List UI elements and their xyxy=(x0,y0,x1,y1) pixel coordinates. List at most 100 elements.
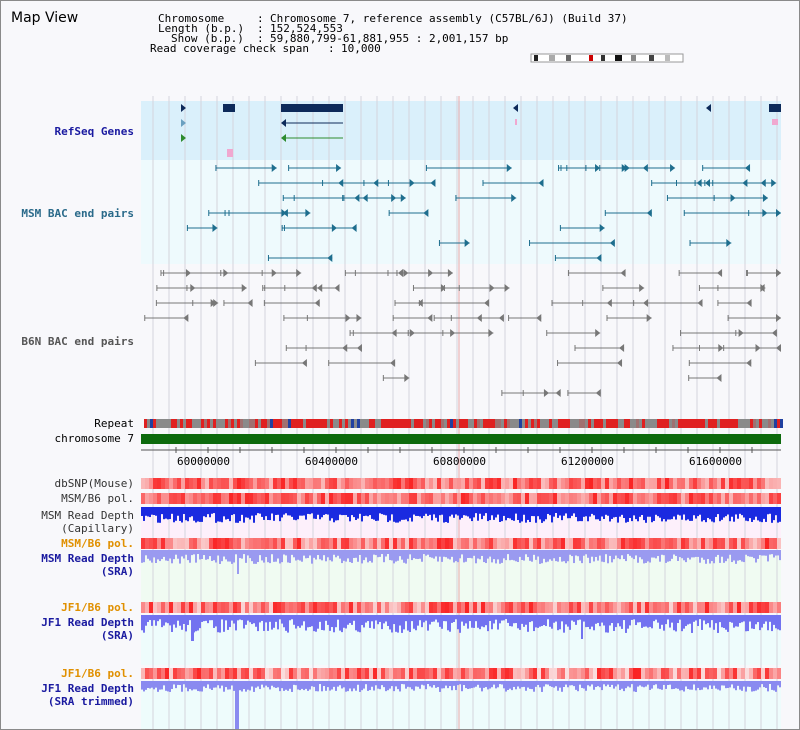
repeat-segment xyxy=(372,419,375,428)
msm-depth-sra-bar xyxy=(589,550,591,564)
jf1-depth-sra-bar xyxy=(777,615,779,630)
jf1-depth-sra-bar xyxy=(477,615,479,628)
msm-pol-heat xyxy=(505,493,509,504)
jf1-depth-trimmed-bar xyxy=(611,681,613,685)
msm-depth-cap-bar xyxy=(619,507,621,517)
msm-depth-cap-bar xyxy=(329,507,331,521)
msm-pol-heat xyxy=(777,493,781,504)
jf1-pol-heat xyxy=(513,668,517,679)
msm-pol-heat xyxy=(465,538,469,549)
jf1-depth-trimmed-bar xyxy=(651,681,653,689)
msm-depth-cap-bar xyxy=(247,507,249,518)
msm-pol-heat xyxy=(705,538,709,549)
dbsnp-heat xyxy=(621,478,625,489)
repeat-segment xyxy=(726,419,729,428)
jf1-depth-trimmed-bar xyxy=(571,681,573,686)
dbsnp-heat xyxy=(349,478,353,489)
msm-depth-cap-bar xyxy=(579,507,581,522)
jf1-pol-heat xyxy=(305,668,309,679)
msm-depth-sra-bar xyxy=(441,550,443,562)
msm-depth-cap-bar xyxy=(727,507,729,515)
msm-depth-sra-bar xyxy=(285,550,287,556)
ideogram-band xyxy=(601,55,605,61)
repeat-segment xyxy=(564,419,567,428)
track-label-refseq[interactable]: RefSeq Genes xyxy=(54,125,134,138)
dbsnp-heat xyxy=(701,478,705,489)
repeat-segment xyxy=(621,419,624,428)
repeat-segment xyxy=(288,419,291,428)
msm-pol-heat xyxy=(493,538,497,549)
msm-pol-heat xyxy=(377,493,381,504)
jf1-depth-sra-bar xyxy=(181,615,183,630)
msm-pol-heat xyxy=(493,493,497,504)
msm-pol-heat xyxy=(289,493,293,504)
jf1-depth-trimmed-bar xyxy=(311,681,313,687)
msm-depth-cap-bar xyxy=(625,507,627,523)
jf1-depth-trimmed-bar xyxy=(727,681,729,688)
msm-pol-heat xyxy=(181,493,185,504)
jf1-pol-heat xyxy=(593,602,597,613)
msm-depth-sra-bar xyxy=(431,550,433,558)
msm-depth-cap-bar xyxy=(559,507,561,516)
jf1-pol-heat xyxy=(529,602,533,613)
msm-depth-cap-bar xyxy=(241,507,243,515)
jf1-depth-trimmed-bar xyxy=(633,681,635,692)
repeat-segment xyxy=(630,419,633,428)
jf1-depth-sra-bar xyxy=(775,615,777,629)
msm-depth-sra-bar xyxy=(645,550,647,563)
repeat-segment xyxy=(279,419,282,428)
track-label-msm-bac[interactable]: MSM BAC end pairs xyxy=(21,207,134,220)
repeat-segment xyxy=(264,419,267,428)
msm-depth-sra-bar xyxy=(583,550,585,556)
msm-pol-heat xyxy=(565,538,569,549)
msm-depth-sra-bar xyxy=(425,550,427,556)
msm-depth-sra-bar xyxy=(335,550,337,558)
msm-depth-cap-bar xyxy=(557,507,559,518)
jf1-depth-sra-bar xyxy=(591,615,593,627)
jf1-pol-heat xyxy=(757,668,761,679)
jf1-depth-trimmed-bar xyxy=(769,681,771,685)
msm-pol-heat xyxy=(613,538,617,549)
dbsnp-heat xyxy=(217,478,221,489)
msm-depth-cap-bar xyxy=(725,507,727,517)
dbsnp-heat xyxy=(341,478,345,489)
jf1-pol-heat xyxy=(433,602,437,613)
msm-pol-heat xyxy=(581,538,585,549)
jf1-pol-heat xyxy=(197,602,201,613)
msm-pol-heat xyxy=(401,493,405,504)
msm-depth-sra-bar xyxy=(557,550,559,562)
jf1-depth-sra-bar xyxy=(221,615,223,620)
jf1-pol-heat xyxy=(705,602,709,613)
dbsnp-heat xyxy=(265,478,269,489)
msm-pol-heat xyxy=(769,493,773,504)
msm-depth-sra-bar xyxy=(559,550,561,557)
repeat-segment xyxy=(159,419,162,428)
track-label-b6n-bac[interactable]: B6N BAC end pairs xyxy=(21,335,134,348)
msm-pol-heat xyxy=(277,538,281,549)
jf1-depth-trimmed-bar xyxy=(291,681,293,692)
jf1-pol-heat xyxy=(165,602,169,613)
msm-depth-sra-bar xyxy=(601,550,603,562)
jf1-pol-heat xyxy=(461,602,465,613)
jf1-depth-trimmed-bar xyxy=(709,681,711,686)
dbsnp-heat xyxy=(289,478,293,489)
jf1-pol-heat xyxy=(689,602,693,613)
msm-depth-cap-bar xyxy=(367,507,369,517)
msm-pol-heat xyxy=(237,538,241,549)
msm-pol-heat xyxy=(517,493,521,504)
repeat-segment xyxy=(342,419,345,428)
jf1-pol-heat xyxy=(381,668,385,679)
jf1-depth-trimmed-bar xyxy=(621,681,623,689)
repeat-segment xyxy=(600,419,603,428)
jf1-pol-heat xyxy=(613,602,617,613)
jf1-pol-heat xyxy=(745,668,749,679)
msm-pol-heat xyxy=(573,538,577,549)
msm-depth-sra-bar xyxy=(539,550,541,564)
msm-depth-sra-bar xyxy=(451,550,453,557)
jf1-depth-sra-bar xyxy=(643,615,645,627)
msm-depth-cap-bar xyxy=(351,507,353,516)
msm-pol-heat xyxy=(481,493,485,504)
jf1-pol-heat xyxy=(517,668,521,679)
msm-depth-sra-bar xyxy=(453,550,455,563)
